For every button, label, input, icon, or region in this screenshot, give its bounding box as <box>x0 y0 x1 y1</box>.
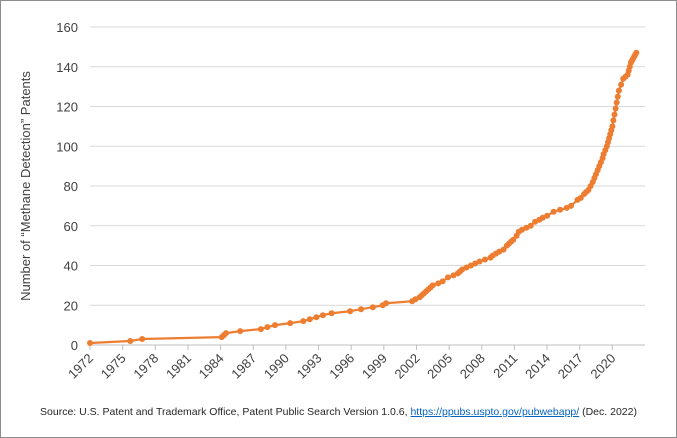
data-point <box>482 256 488 263</box>
data-point <box>429 282 436 289</box>
source-note: Source: U.S. Patent and Trademark Office… <box>0 406 677 418</box>
data-point <box>300 318 307 325</box>
series-line <box>89 52 638 345</box>
y-axis-ticks: 0 20 40 60 80 100 120 140 160 <box>56 20 78 353</box>
y-axis-label: Number of “Methane Detection” Patents <box>18 71 33 301</box>
data-point <box>614 93 621 100</box>
x-tick-label: 1978 <box>130 351 161 382</box>
data-point <box>613 99 620 106</box>
data-point <box>527 222 534 229</box>
data-point <box>500 246 507 253</box>
y-tick-label: 40 <box>64 259 78 274</box>
data-point <box>633 49 640 56</box>
x-axis-ticks: 1972 1975 1978 1981 1984 1987 1990 1993 1996 1999… <box>65 345 618 382</box>
data-point <box>223 330 229 337</box>
x-tick-label: 1981 <box>163 351 194 382</box>
data-point <box>237 328 244 335</box>
data-point <box>306 316 313 323</box>
x-tick-label: 1975 <box>98 351 129 382</box>
grid-lines <box>90 26 645 306</box>
x-tick-label: 2014 <box>522 351 553 382</box>
data-point <box>383 300 389 307</box>
y-tick-label: 20 <box>64 298 78 313</box>
y-tick-label: 100 <box>56 139 78 154</box>
data-point <box>127 338 134 344</box>
data-point <box>618 81 625 88</box>
x-tick-label: 1972 <box>65 351 96 382</box>
data-point <box>287 320 294 327</box>
x-tick-label: 2020 <box>587 351 618 382</box>
series-group <box>87 49 640 346</box>
y-tick-label: 0 <box>71 338 78 353</box>
x-tick-label: 1984 <box>196 351 227 382</box>
x-tick-label: 1993 <box>294 351 325 382</box>
data-point <box>550 208 557 215</box>
y-tick-label: 120 <box>56 100 78 115</box>
source-suffix: (Dec. 2022) <box>579 406 637 418</box>
data-point <box>313 314 320 321</box>
data-point <box>264 324 271 331</box>
data-point <box>568 202 574 209</box>
y-tick-label: 60 <box>64 219 78 234</box>
x-tick-label: 1999 <box>359 351 390 382</box>
x-tick-label: 1996 <box>326 351 357 382</box>
data-point <box>611 111 618 118</box>
data-point <box>139 336 146 342</box>
y-tick-label: 80 <box>64 179 78 194</box>
source-text: Source: U.S. Patent and Trademark Office… <box>40 406 411 418</box>
data-point <box>87 340 93 346</box>
data-point <box>369 304 376 311</box>
x-tick-label: 1990 <box>261 351 292 382</box>
data-point <box>510 236 517 243</box>
x-tick-label: 2002 <box>392 351 423 382</box>
data-point <box>439 278 446 285</box>
data-point <box>609 123 616 130</box>
x-tick-label: 2008 <box>457 351 488 382</box>
y-tick-label: 140 <box>56 60 78 75</box>
x-tick-label: 2005 <box>424 351 455 382</box>
data-point <box>612 105 619 112</box>
data-point <box>544 212 551 219</box>
data-point <box>319 312 326 319</box>
data-point <box>272 322 278 329</box>
data-point <box>358 306 364 313</box>
y-tick-label: 160 <box>56 20 78 35</box>
data-point <box>615 87 622 94</box>
data-point <box>257 326 264 333</box>
data-point <box>610 117 617 124</box>
x-tick-label: 2017 <box>555 351 586 382</box>
data-point <box>476 258 483 265</box>
data-point <box>328 310 335 317</box>
data-point <box>445 274 451 281</box>
x-tick-label: 2011 <box>490 351 520 381</box>
x-tick-label: 1987 <box>228 351 259 382</box>
data-point <box>557 206 564 213</box>
source-link[interactable]: https://ppubs.uspto.gov/pubwebapp/ <box>410 406 580 418</box>
data-point <box>347 308 354 315</box>
